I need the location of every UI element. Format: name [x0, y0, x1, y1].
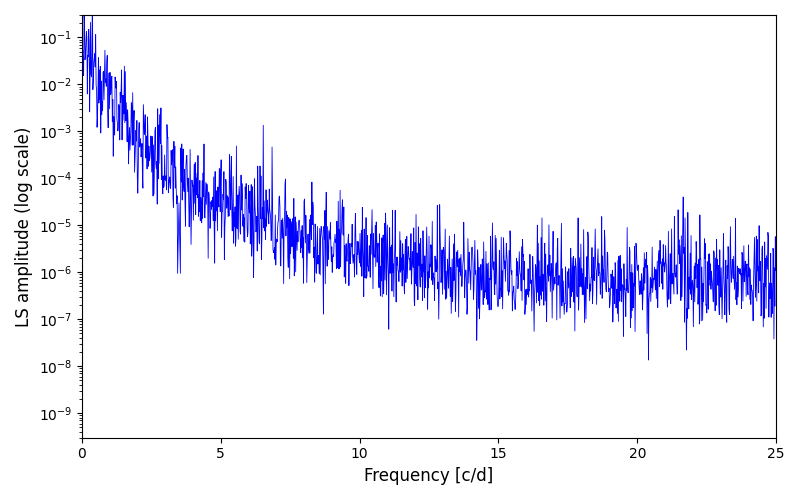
- Y-axis label: LS amplitude (log scale): LS amplitude (log scale): [15, 126, 33, 326]
- X-axis label: Frequency [c/d]: Frequency [c/d]: [364, 467, 494, 485]
